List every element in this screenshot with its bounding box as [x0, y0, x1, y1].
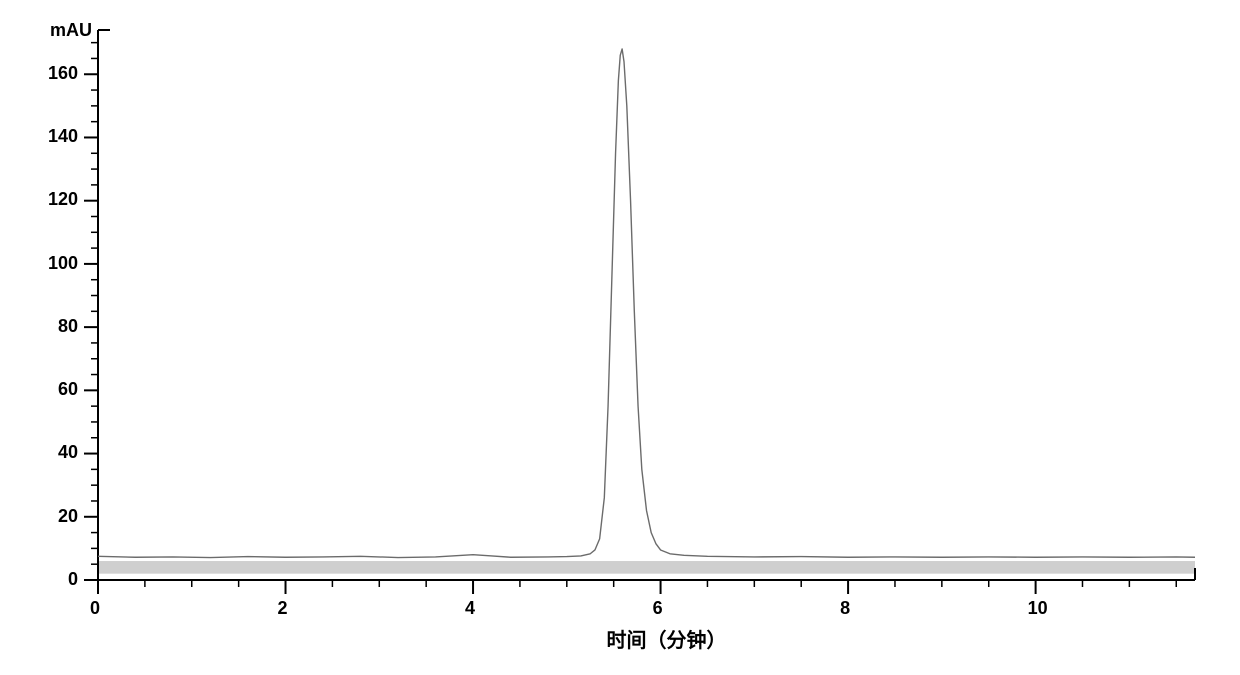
x-tick-label: 8: [840, 598, 850, 619]
y-tick-label: 20: [58, 506, 78, 527]
x-tick-label: 6: [653, 598, 663, 619]
x-tick-label: 10: [1028, 598, 1048, 619]
y-axis-unit-label: mAU: [50, 20, 92, 41]
x-tick-label: 2: [278, 598, 288, 619]
y-tick-label: 160: [48, 63, 78, 84]
y-tick-label: 60: [58, 379, 78, 400]
chromatogram-chart: mAU 时间（分钟） 0 20 40 60 80 100 120 140 160 0 2 4 6 8 10: [0, 0, 1240, 675]
x-axis-label: 时间（分钟）: [567, 624, 767, 653]
y-tick-label: 120: [48, 189, 78, 210]
x-tick-label: 0: [90, 598, 100, 619]
chart-svg: [0, 0, 1240, 675]
y-tick-label: 80: [58, 316, 78, 337]
y-tick-label: 100: [48, 253, 78, 274]
y-tick-label: 140: [48, 126, 78, 147]
y-tick-label: 0: [68, 569, 78, 590]
x-tick-label: 4: [465, 598, 475, 619]
y-tick-label: 40: [58, 442, 78, 463]
